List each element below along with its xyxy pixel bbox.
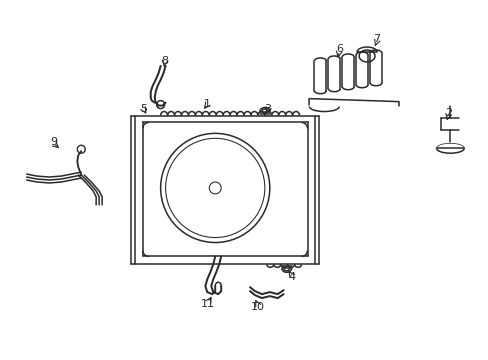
Text: 8: 8: [161, 56, 168, 66]
Text: 9: 9: [50, 137, 57, 147]
Text: 10: 10: [250, 302, 264, 312]
Text: 2: 2: [444, 108, 451, 117]
Text: 5: 5: [140, 104, 147, 113]
Text: 7: 7: [373, 34, 380, 44]
Text: 6: 6: [335, 44, 342, 54]
Text: 4: 4: [287, 272, 295, 282]
Text: 11: 11: [201, 299, 215, 309]
Text: 3: 3: [264, 104, 271, 113]
Text: 1: 1: [203, 99, 210, 109]
